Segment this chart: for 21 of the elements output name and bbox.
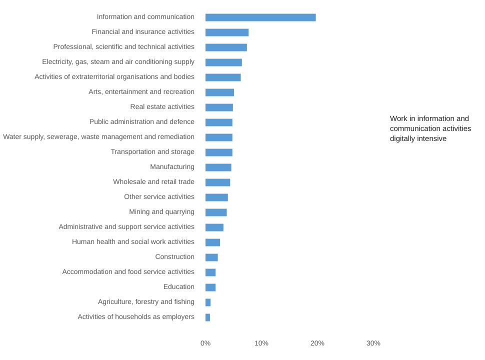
bar [206,104,233,112]
bar [206,298,211,306]
bar [206,74,241,82]
bar [206,268,216,276]
bar [206,118,232,126]
bar [206,28,249,36]
bar [206,224,224,232]
bar [206,148,232,156]
bar [206,238,220,246]
bar [206,254,218,262]
bar [206,88,234,96]
bar [206,194,228,202]
bar [206,284,216,292]
bar [206,208,227,216]
bar [206,134,232,142]
bar [206,314,210,322]
bar [206,14,316,22]
bar [206,178,230,186]
bar [206,44,247,52]
bar [206,58,242,66]
bar [206,164,232,172]
